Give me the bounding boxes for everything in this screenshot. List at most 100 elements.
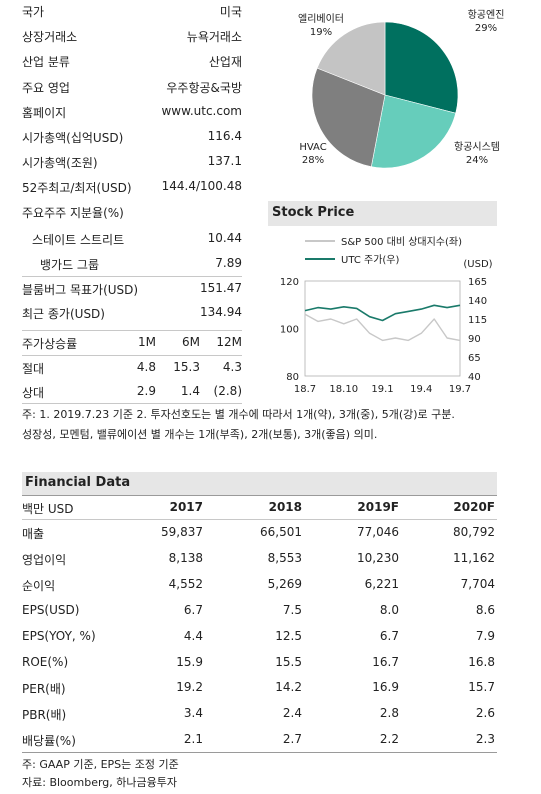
profile-value: 우주항공&국방 <box>166 80 242 95</box>
financial-value: 2.1 <box>183 732 203 747</box>
note-line-2: 성장성, 모멘텀, 밸류에이션 별 개수는 1개(부족), 2개(보통), 3개… <box>22 428 378 441</box>
financial-value: 15.9 <box>176 654 203 669</box>
pie-slice <box>311 67 386 168</box>
profile-row: 홈페이지 www.utc.com <box>22 101 242 123</box>
profile-value: 뉴욕거래소 <box>186 30 242 45</box>
close-price-row: 최근 종가(USD) 134.94 <box>22 302 242 324</box>
profile-value: 144.4/100.48 <box>161 179 242 194</box>
right-axis-tick: 115 <box>468 315 487 326</box>
financial-value: 6,221 <box>364 576 399 591</box>
financial-value: 15.7 <box>468 680 495 695</box>
financial-value: 3.4 <box>183 706 203 721</box>
relative-index-line <box>304 313 461 342</box>
financial-note-2: 자료: Bloomberg, 하나금융투자 <box>22 776 177 789</box>
holders-title-row: 주요주주 지분율(%) <box>22 201 242 223</box>
financial-value: 8.0 <box>379 602 399 617</box>
divider <box>22 403 242 404</box>
returns-title: 주가상승률 <box>22 337 78 351</box>
utc-price-line <box>304 304 461 322</box>
pie-slice <box>384 21 459 114</box>
financial-row: PBR(배) 3.4 2.4 2.8 2.6 <box>22 701 497 727</box>
pie-label: 항공엔진 <box>468 9 505 21</box>
divider <box>22 330 242 331</box>
stock-price-title: Stock Price <box>272 205 355 220</box>
profile-value: 137.1 <box>207 154 242 169</box>
right-axis-tick: 140 <box>468 296 487 307</box>
financial-data-title-bar: Financial Data <box>22 472 497 495</box>
profile-value: 116.4 <box>207 129 242 143</box>
profile-label: 산업 분류 <box>22 55 70 70</box>
year-2019f: 2019F <box>357 500 399 514</box>
profile-label: 국가 <box>22 5 45 19</box>
financial-value: 2.2 <box>379 732 399 747</box>
returns-value: 1.4 <box>180 384 200 398</box>
financial-note-1: 주: GAAP 기준, EPS는 조정 기준 <box>22 758 179 771</box>
left-axis-tick: 100 <box>280 325 299 336</box>
financial-value: 10,230 <box>357 550 399 565</box>
plot-frame <box>304 280 461 377</box>
pie-label: HVAC <box>299 142 326 153</box>
financial-value: 5,269 <box>267 576 302 591</box>
pie-value-label: 28% <box>302 155 324 166</box>
financial-value: 16.7 <box>372 654 399 669</box>
right-axis-tick: 165 <box>468 277 487 288</box>
financial-data-title: Financial Data <box>25 475 131 490</box>
returns-value: 4.3 <box>222 360 242 374</box>
pie-slice <box>316 21 386 96</box>
holder-row: 뱅가드 그룹 7.89 <box>22 253 242 275</box>
divider <box>22 752 497 753</box>
year-2020f: 2020F <box>453 500 495 514</box>
period-6m: 6M <box>182 335 200 349</box>
stock-price-chart: S&P 500 대비 상대지수(좌) UTC 주가(우) (USD) 120 100 80… <box>280 236 493 395</box>
profile-row: 주요 영업 우주항공&국방 <box>22 76 242 98</box>
right-axis-tick: 40 <box>468 372 481 383</box>
revenue-mix-pie-chart: 항공엔진 29% 항공시스템 24% HVAC 28% 엘리베이터 19% <box>298 9 505 169</box>
profile-row: 산업 분류 산업재 <box>22 50 242 72</box>
financial-row-label: EPS(YOY, %) <box>22 628 96 643</box>
profile-label: 시가총액(십억USD) <box>22 131 124 145</box>
returns-value: 4.8 <box>136 360 156 374</box>
financial-value: 14.2 <box>275 680 302 695</box>
legend-label: UTC 주가(우) <box>341 254 400 266</box>
target-price-value: 151.47 <box>200 281 242 295</box>
x-axis-tick: 19.7 <box>449 384 471 395</box>
period-1m: 1M <box>138 335 156 349</box>
period-12m: 12M <box>216 335 242 349</box>
pie-value-label: 24% <box>466 155 488 166</box>
profile-label: 홈페이지 <box>22 105 67 120</box>
financial-row-label: 배당률(%) <box>22 734 76 749</box>
profile-row: 52주최고/최저(USD) 144.4/100.48 <box>22 176 242 198</box>
close-price-label: 최근 종가(USD) <box>22 307 105 321</box>
financial-value: 80,792 <box>453 525 495 539</box>
pie-label: 엘리베이터 <box>298 12 344 25</box>
holders-title: 주요주주 지분율(%) <box>22 206 124 220</box>
left-axis-tick: 120 <box>280 277 299 288</box>
financial-header-row: 백만 USD 2017 2018 2019F 2020F <box>22 495 497 521</box>
pie-label: 항공시스템 <box>454 141 500 153</box>
financial-value: 7.9 <box>475 628 495 643</box>
returns-value: (2.8) <box>213 384 242 398</box>
financial-value: 7.5 <box>282 602 302 617</box>
financial-value: 8,553 <box>267 550 302 565</box>
financial-value: 19.2 <box>176 680 203 695</box>
financial-row: 배당률(%) 2.1 2.7 2.2 2.3 <box>22 727 497 753</box>
financial-row: EPS(USD) 6.7 7.5 8.0 8.6 <box>22 598 497 624</box>
financial-value: 16.9 <box>372 680 399 695</box>
financial-value: 59,837 <box>161 525 203 539</box>
financial-value: 77,046 <box>357 525 399 539</box>
financial-row-label: 영업이익 <box>22 552 67 567</box>
financial-value: 11,162 <box>453 550 495 565</box>
returns-value: 2.9 <box>136 384 156 398</box>
returns-value: 15.3 <box>173 360 200 374</box>
close-price-value: 134.94 <box>200 305 242 319</box>
financial-row-label: PBR(배) <box>22 708 67 723</box>
x-axis-tick: 18.10 <box>329 384 358 395</box>
financial-value: 2.6 <box>475 706 495 721</box>
financial-row: 영업이익 8,138 8,553 10,230 11,162 <box>22 546 497 572</box>
holder-share: 7.89 <box>215 256 242 270</box>
divider <box>22 355 242 356</box>
financial-value: 12.5 <box>275 628 302 643</box>
target-price-row: 블룸버그 목표가(USD) 151.47 <box>22 278 242 300</box>
financial-value: 8,138 <box>168 550 203 565</box>
financial-value: 2.3 <box>475 732 495 747</box>
